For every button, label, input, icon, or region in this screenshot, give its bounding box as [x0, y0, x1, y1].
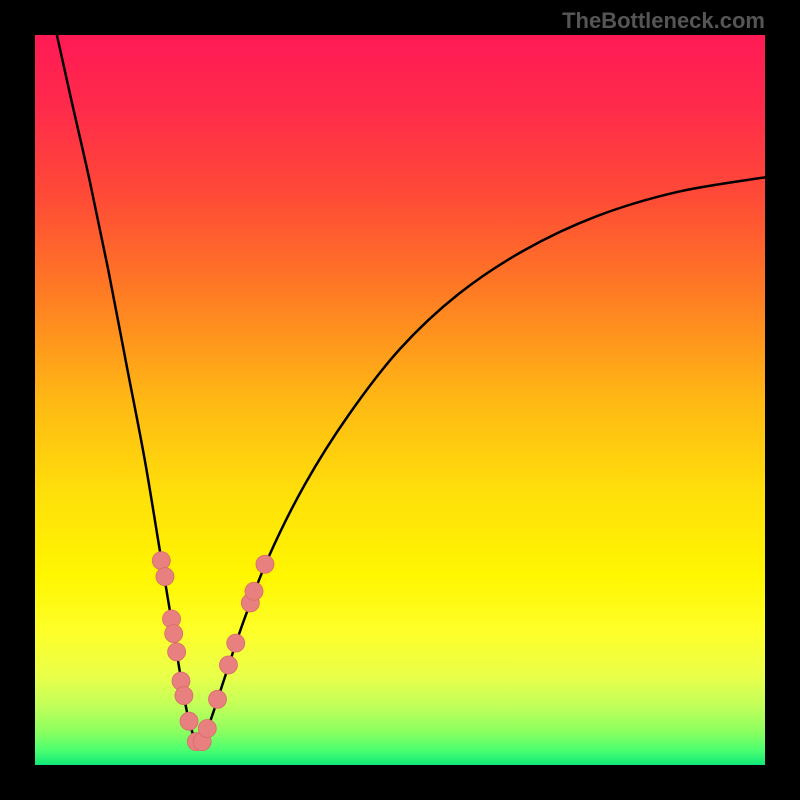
watermark-text: TheBottleneck.com [562, 8, 765, 34]
plot-area [35, 35, 765, 765]
gradient-background [35, 35, 765, 765]
